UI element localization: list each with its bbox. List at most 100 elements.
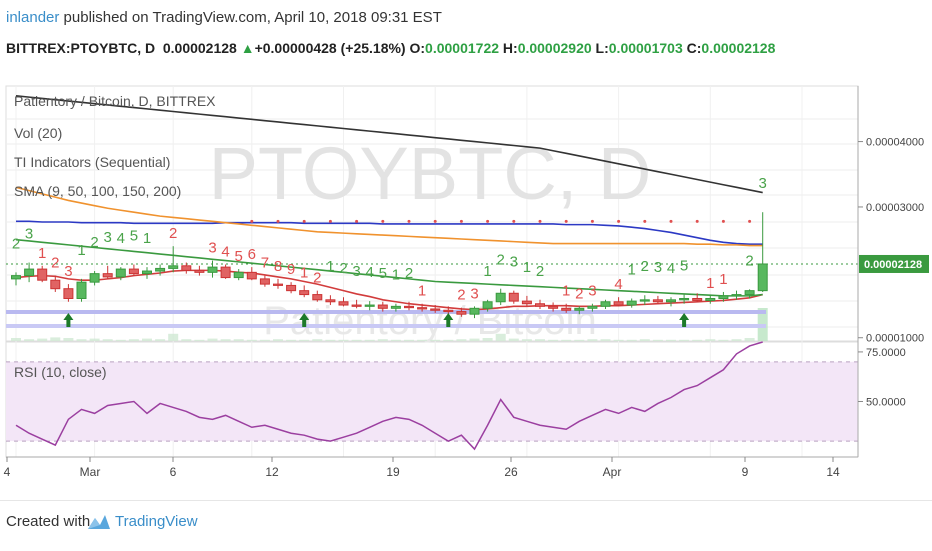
high-label: H:: [502, 40, 518, 56]
volume-bar: [102, 339, 113, 341]
candle-body: [194, 269, 205, 273]
td-sell-label: 1: [77, 242, 85, 259]
sma200-line: [15, 95, 763, 194]
candle-body: [338, 301, 349, 306]
td-sell-label: 5: [379, 265, 387, 282]
candle-body: [626, 300, 637, 306]
low-value: 0.00001703: [608, 40, 683, 56]
candle-body: [273, 283, 283, 286]
td-sell-label: 2: [497, 252, 505, 269]
td-sell-label: 1: [628, 262, 636, 279]
legend-rsi: RSI (10, close): [14, 364, 107, 380]
candle-body: [548, 305, 559, 309]
candle-body: [168, 265, 179, 269]
td-sell-label: 5: [680, 258, 688, 275]
td-buy-label: 1: [418, 283, 426, 300]
volume-bar: [521, 339, 532, 341]
price-tick-label: 0.00003000: [866, 202, 924, 214]
candle-body: [495, 292, 506, 303]
td-buy-label: 1: [38, 245, 46, 262]
last-price-badge: [859, 254, 929, 273]
candle-body: [24, 268, 35, 277]
sma150-line: [15, 186, 763, 247]
author-link[interactable]: inlander: [6, 9, 60, 26]
tradingview-brand[interactable]: TradingView: [115, 513, 198, 530]
candle-body: [574, 307, 585, 311]
volume-bar: [718, 339, 729, 341]
td-buy-label: 1: [562, 283, 570, 300]
footer: Created with TradingView: [0, 500, 932, 551]
candle-body: [299, 290, 310, 296]
td-buy-label: 2: [169, 225, 177, 242]
tdst-dot: [617, 219, 621, 223]
publish-text: published on TradingView.com, April 10, …: [63, 9, 442, 26]
volume-bar: [508, 338, 519, 341]
candle-body: [443, 309, 454, 313]
volume-bar: [63, 338, 74, 341]
legend-ti: TI Indicators (Sequential): [14, 154, 170, 170]
td-sell-label: 3: [352, 263, 360, 280]
candle-body: [377, 304, 388, 309]
tdst-dot: [643, 219, 647, 223]
td-buy-label: 7: [261, 255, 269, 272]
rsi-tick-label: 75.0000: [866, 347, 906, 359]
legend-vol: Vol (20): [14, 125, 62, 141]
volume-bar: [181, 339, 192, 341]
volume-bar: [220, 339, 231, 341]
volume-bar: [128, 339, 139, 341]
candle-body: [50, 279, 61, 290]
candle-body: [364, 304, 375, 307]
candle-body: [430, 308, 441, 311]
tdst-dot: [302, 219, 306, 223]
volume-bar: [652, 339, 663, 341]
td-sell-label: 2: [90, 234, 98, 251]
volume-bar: [259, 339, 270, 341]
td-buy-label: 4: [614, 276, 622, 293]
rsi-polyline: [15, 341, 763, 451]
tdst-dot: [355, 219, 359, 223]
td-sell-label: 2: [745, 252, 753, 269]
td-buy-label: 4: [221, 244, 229, 261]
td-sell-label: 5: [130, 228, 138, 245]
candle-body: [744, 290, 755, 296]
volume-average: [6, 310, 766, 314]
high-value: 0.00002920: [517, 40, 592, 56]
volume-bar: [299, 339, 310, 341]
watermark-text: PTOYBTC, D: [209, 132, 652, 215]
time-tick-label: 9: [742, 465, 749, 479]
time-tick-label: 6: [170, 465, 177, 479]
td-buy-label: 3: [588, 283, 596, 300]
publish-info: inlander published on TradingView.com, A…: [6, 9, 442, 26]
td-arrow-icon: [679, 313, 690, 327]
td-sell-label: 1: [143, 230, 151, 247]
watermark: PTOYBTC, D Patientory / Bitcoin: [209, 132, 652, 343]
tdst-dot: [538, 219, 542, 223]
volume-bar: [24, 339, 35, 341]
axes: 0.00004000 0.00003000 0.00001000 0.00002128…: [4, 86, 929, 479]
candle-body: [115, 268, 126, 278]
candle-body: [351, 304, 362, 307]
candle-body: [142, 270, 152, 275]
candle-body: [181, 265, 192, 271]
time-tick-label: Mar: [80, 465, 101, 479]
volume-bar: [168, 333, 179, 341]
legend-sma: SMA (9, 50, 100, 150, 200): [14, 183, 181, 199]
open-value: 0.00001722: [425, 40, 500, 56]
sma100-line: [16, 220, 763, 246]
td-buy-label: 2: [457, 287, 465, 304]
td-sell-label: 2: [536, 263, 544, 280]
tradingview-logo-icon[interactable]: [86, 509, 112, 535]
candle-body: [259, 278, 270, 285]
candle-body: [325, 299, 336, 303]
volume-bar: [548, 339, 559, 341]
volume-bar: [364, 339, 375, 341]
volume-bar: [692, 339, 703, 341]
candle-body: [63, 288, 74, 299]
candle-body: [600, 301, 611, 307]
ohlc-bar: BITTREX:PTOYBTC, D 0.00002128 ▲+0.000004…: [6, 40, 775, 56]
volume-bar: [273, 339, 283, 341]
td-sell-label: 2: [12, 235, 20, 252]
chart-canvas[interactable]: PTOYBTC, D Patientory / Bitcoin 12 323 4 5 6…: [0, 84, 932, 500]
candle-body: [417, 307, 428, 310]
volume-bar: [456, 339, 467, 341]
